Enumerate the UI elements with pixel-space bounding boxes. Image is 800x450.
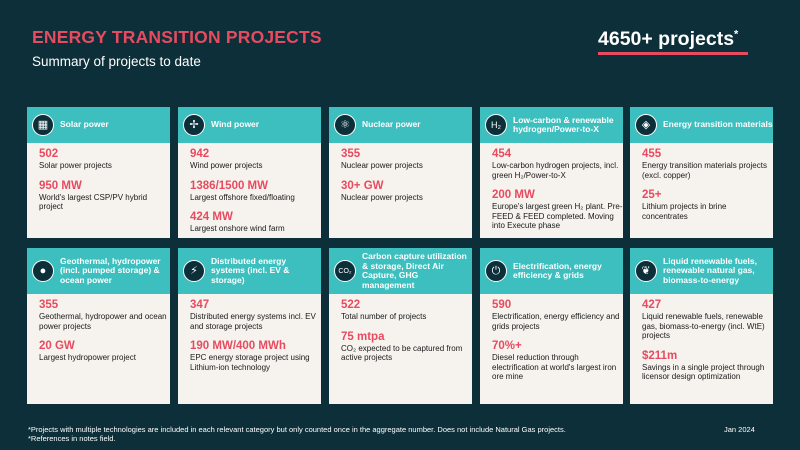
card-liquid-renewable-fuels: ❦ Liquid renewable fuels, renewable natu… <box>630 248 773 404</box>
card-title: Geothermal, hydropower (incl. pumped sto… <box>60 255 161 285</box>
stat-description: Low-carbon hydrogen projects, incl. gree… <box>492 161 619 180</box>
card-title: Wind power <box>211 119 260 130</box>
card-header: ✢ Wind power <box>178 107 321 143</box>
card-nuclear-power: ⚛ Nuclear power 355 Nuclear power projec… <box>329 107 472 238</box>
stat-description: Distributed energy systems incl. EV and … <box>190 312 316 331</box>
stat-value: 355 <box>341 148 361 160</box>
stat-value: 424 MW <box>190 211 233 223</box>
footnote-line: *Projects with multiple technologies are… <box>28 425 566 434</box>
stat-value: 427 <box>642 299 662 311</box>
stat-value: 347 <box>190 299 210 311</box>
solar-panel-icon: ▦ <box>32 114 54 136</box>
stat-description: Nuclear power projects <box>341 161 423 170</box>
stat-value: 455 <box>642 148 662 160</box>
card-title: Carbon capture utilization & storage, Di… <box>362 251 467 290</box>
card-hydrogen: H₂ Low-carbon & renewable hydrogen/Power… <box>480 107 623 238</box>
stat-value: 942 <box>190 148 210 160</box>
leaf-icon: ❦ <box>635 260 657 282</box>
stat-value: 20 GW <box>39 340 75 352</box>
card-title: Electrification, energy efficiency & gri… <box>513 260 602 280</box>
lightning-bolt-icon: ⚡ <box>183 260 205 282</box>
stat-value: 200 MW <box>492 189 535 201</box>
stat-description: Largest offshore fixed/floating <box>190 192 295 202</box>
card-title: Distributed energy systems (incl. EV & s… <box>211 255 290 285</box>
stat-value: 1386/1500 MW <box>190 179 268 192</box>
stat-value: 950 MW <box>39 179 82 192</box>
hydrogen-icon: H₂ <box>485 114 507 136</box>
water-drop-icon: ● <box>32 260 54 282</box>
stat-description: Solar power projects <box>39 161 112 170</box>
card-header: ⚛ Nuclear power <box>329 107 472 143</box>
total-projects: 4650+ projects* <box>598 28 738 51</box>
total-underline <box>598 52 748 55</box>
stat-value: 75 mtpa <box>341 330 385 343</box>
stat-value: 30+ GW <box>341 179 384 192</box>
stat-value: 454 <box>492 148 512 160</box>
stat-description: Total number of projects <box>341 312 427 321</box>
card-header: ❦ Liquid renewable fuels, renewable natu… <box>630 248 773 294</box>
co2-cloud-icon: CO₂ <box>334 260 356 282</box>
materials-icon: ◈ <box>635 114 657 136</box>
page-title: ENERGY TRANSITION PROJECTS <box>32 27 322 47</box>
stat-value: 70%+ <box>492 340 522 352</box>
stat-value: $211m <box>642 349 678 362</box>
card-wind-power: ✢ Wind power 942 Wind power projects 138… <box>178 107 321 238</box>
card-header: H₂ Low-carbon & renewable hydrogen/Power… <box>480 107 623 143</box>
wind-turbine-icon: ✢ <box>183 114 205 136</box>
stat-description: Energy transition materials projects (ex… <box>642 161 767 180</box>
stat-description: Electrification, energy efficiency and g… <box>492 312 620 331</box>
card-distributed-energy: ⚡ Distributed energy systems (incl. EV &… <box>178 248 321 404</box>
card-header: CO₂ Carbon capture utilization & storage… <box>329 248 472 294</box>
stat-description: Largest hydropower project <box>39 353 136 362</box>
page-subtitle: Summary of projects to date <box>32 54 201 69</box>
stat-value: 502 <box>39 148 59 160</box>
footnote: *Projects with multiple technologies are… <box>28 425 566 443</box>
stat-value: 590 <box>492 299 512 311</box>
stat-value: 25+ <box>642 189 662 201</box>
stat-value: 522 <box>341 299 361 311</box>
card-title: Low-carbon & renewable hydrogen/Power-to… <box>513 114 614 134</box>
card-header: ● Geothermal, hydropower (incl. pumped s… <box>27 248 170 294</box>
stat-description: Wind power projects <box>190 161 263 170</box>
stat-description: World's largest CSP/PV hybrid project <box>39 192 148 212</box>
stat-description: Geothermal, hydropower and ocean power p… <box>39 312 167 331</box>
card-header: ◈ Energy transition materials <box>630 107 773 143</box>
card-title: Solar power <box>60 119 109 130</box>
stat-description: Savings in a single project through lice… <box>642 362 765 382</box>
total-projects-footnote-mark: * <box>734 28 739 41</box>
card-carbon-capture: CO₂ Carbon capture utilization & storage… <box>329 248 472 404</box>
footer-date: Jan 2024 <box>724 425 755 434</box>
stat-description: Largest onshore wind farm <box>190 224 285 233</box>
card-geothermal-hydro-ocean: ● Geothermal, hydropower (incl. pumped s… <box>27 248 170 404</box>
plug-icon: ⏻ <box>485 260 507 282</box>
card-solar-power: ▦ Solar power 502 Solar power projects 9… <box>27 107 170 238</box>
stat-description: EPC energy storage project using Lithium… <box>190 353 310 372</box>
card-header: ⏻ Electrification, energy efficiency & g… <box>480 248 623 294</box>
card-title: Nuclear power <box>362 119 421 130</box>
card-title: Energy transition materials <box>663 119 773 130</box>
stat-description: Nuclear power projects <box>341 192 423 202</box>
footnote-line: *References in notes field. <box>28 434 116 443</box>
stat-description: Europe's largest green H₂ plant. Pre-FEE… <box>492 202 623 230</box>
card-header: ▦ Solar power <box>27 107 170 143</box>
card-electrification: ⏻ Electrification, energy efficiency & g… <box>480 248 623 404</box>
stat-value: 355 <box>39 299 59 311</box>
stat-value: 190 MW/400 MWh <box>190 340 286 352</box>
stat-description: Liquid renewable fuels, renewable gas, b… <box>642 312 765 340</box>
stat-description: Diesel reduction through electrification… <box>492 353 617 381</box>
stat-description: Lithium projects in brine concentrates <box>642 202 727 221</box>
stat-description: CO₂ expected to be captured from active … <box>341 343 463 363</box>
card-header: ⚡ Distributed energy systems (incl. EV &… <box>178 248 321 294</box>
card-energy-transition-materials: ◈ Energy transition materials 455 Energy… <box>630 107 773 238</box>
card-title: Liquid renewable fuels, renewable natura… <box>663 255 757 285</box>
total-projects-value: 4650+ projects <box>598 28 735 50</box>
atom-icon: ⚛ <box>334 114 356 136</box>
